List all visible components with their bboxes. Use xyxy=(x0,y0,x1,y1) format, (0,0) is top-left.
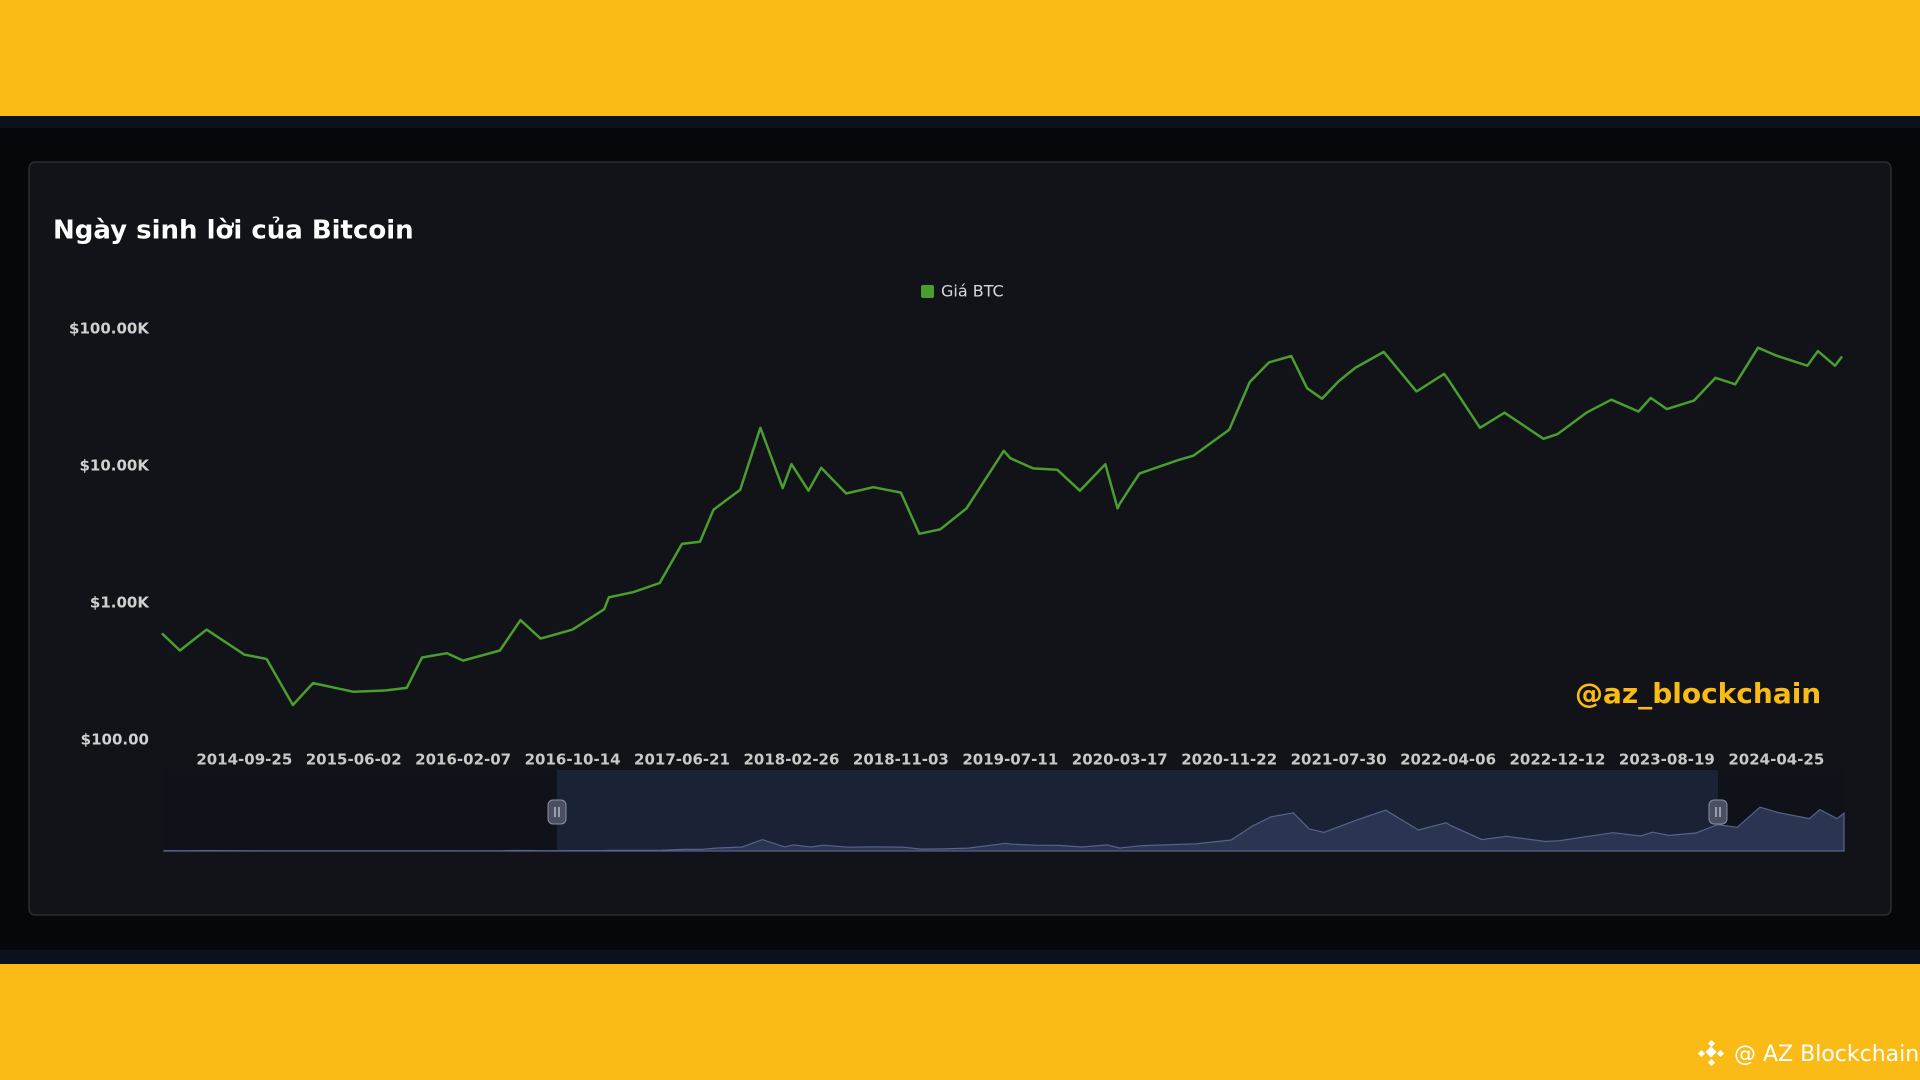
x-tick-label: 2016-10-14 xyxy=(525,751,621,769)
x-tick-label: 2022-04-06 xyxy=(1400,751,1496,769)
panel-edge-bottom xyxy=(0,950,1920,964)
y-tick-label: $10.00K xyxy=(79,457,150,475)
x-tick-label: 2020-03-17 xyxy=(1072,751,1168,769)
x-tick-label: 2019-07-11 xyxy=(962,751,1058,769)
range-handle[interactable] xyxy=(1708,799,1728,825)
panel-edge xyxy=(0,116,1920,128)
y-tick-label: $100.00K xyxy=(69,320,150,338)
price-line xyxy=(161,346,1843,707)
x-tick-label: 2021-07-30 xyxy=(1291,751,1387,769)
watermark: @az_blockchain xyxy=(1575,677,1821,710)
x-tick-label: 2018-11-03 xyxy=(853,751,949,769)
footer-logo xyxy=(1697,1039,1725,1067)
x-tick-label: 2020-11-22 xyxy=(1181,751,1277,769)
x-tick-label: 2018-02-26 xyxy=(743,751,839,769)
legend-swatch[interactable] xyxy=(921,285,934,298)
range-selection[interactable] xyxy=(557,770,1718,851)
y-tick-label: $1.00K xyxy=(90,594,150,612)
chart-title: Ngày sinh lời của Bitcoin xyxy=(53,215,414,246)
x-tick-label: 2022-12-12 xyxy=(1510,751,1606,769)
x-tick-label: 2017-06-21 xyxy=(634,751,730,769)
range-handle[interactable] xyxy=(547,799,567,825)
x-tick-label: 2014-09-25 xyxy=(196,751,292,769)
x-tick-label: 2016-02-07 xyxy=(415,751,511,769)
range-selector[interactable] xyxy=(163,770,1845,852)
overview-area xyxy=(163,806,1845,852)
x-tick-label: 2015-06-02 xyxy=(306,751,402,769)
top-band xyxy=(0,0,1920,116)
x-tick-label: 2024-04-25 xyxy=(1728,751,1824,769)
x-tick-label: 2023-08-19 xyxy=(1619,751,1715,769)
y-tick-label: $100.00 xyxy=(81,731,149,749)
chart-card xyxy=(28,161,1892,916)
footer-text: @ AZ Blockchain xyxy=(1734,1042,1919,1067)
legend-label[interactable]: Giá BTC xyxy=(941,282,1004,301)
plot-area: $100.00 $1.00K $10.00K $100.00K 2014-09-25 20… xyxy=(69,320,1843,769)
